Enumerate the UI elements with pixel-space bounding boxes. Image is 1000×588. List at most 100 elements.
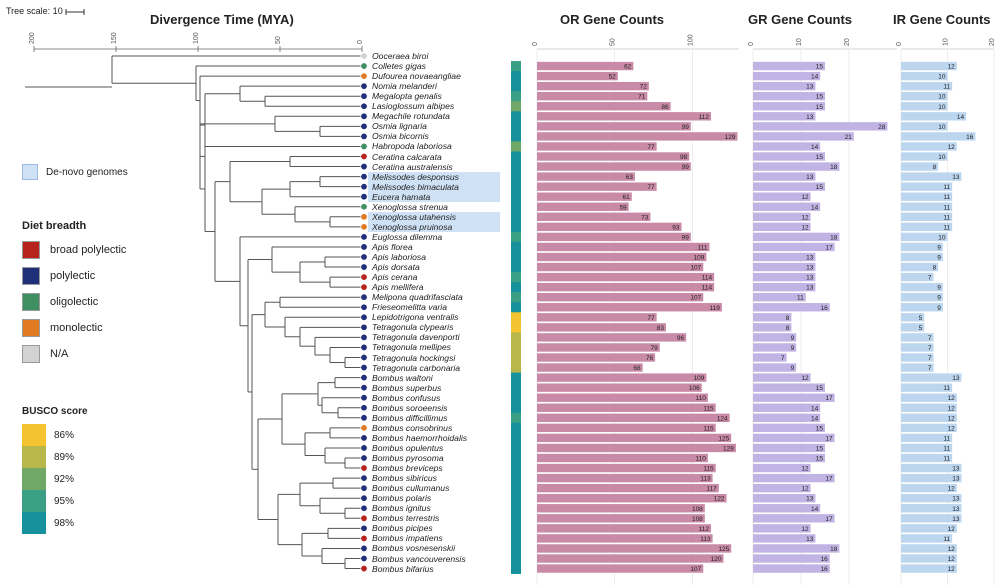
busco-swatch-95 (22, 490, 46, 512)
bar (537, 343, 660, 352)
bar-value-label: 14 (811, 144, 819, 151)
tip-marker (360, 343, 368, 351)
bar (753, 514, 835, 523)
bar-value-label: 12 (801, 224, 809, 231)
busco-cell (511, 473, 521, 484)
bar-value-label: 11 (943, 224, 950, 231)
bar (753, 262, 816, 272)
bar-value-label: 13 (952, 466, 960, 473)
bar-value-label: 13 (806, 536, 814, 543)
tip-marker (360, 524, 368, 532)
busco-cell (511, 493, 521, 504)
bar-value-label: 11 (943, 385, 950, 392)
busco-cell (511, 523, 521, 534)
busco-cell (511, 61, 521, 72)
species-label: Xenoglossa pruinosa (372, 221, 453, 232)
bar-value-label: 13 (952, 516, 960, 523)
bar (537, 544, 732, 553)
busco-swatch-98 (22, 512, 46, 534)
tip-marker (360, 544, 368, 552)
bar-value-label: 77 (647, 184, 655, 191)
bar-value-label: 18 (830, 234, 838, 241)
bar-value-label: 125 (718, 546, 729, 553)
bar (753, 413, 821, 422)
bar (753, 132, 854, 141)
species-label: Bombus bifarius (372, 563, 434, 574)
phylogenetic-tree (25, 55, 362, 570)
bar (537, 313, 657, 322)
bar (901, 81, 953, 91)
bar-value-label: 107 (690, 295, 701, 302)
bar (753, 182, 825, 191)
bar (753, 494, 816, 503)
bar (537, 333, 687, 342)
bar (753, 192, 811, 201)
species-label: Xenoglossa utahensis (372, 211, 457, 222)
species-label: Lasioglossum albipes (372, 101, 455, 112)
diet-swatch-na (22, 345, 40, 363)
tip-marker (360, 474, 368, 482)
bar (537, 61, 634, 71)
bar-value-label: 113 (700, 476, 711, 483)
species-label: Bombus impatiens (372, 533, 443, 544)
species-label: Colletes gigas (372, 61, 426, 72)
bar (901, 303, 943, 312)
bar-value-label: 11 (797, 295, 804, 302)
bar (537, 232, 691, 242)
busco-cell (511, 272, 521, 283)
bar (753, 343, 797, 352)
busco-label-89: 89% (54, 451, 75, 463)
bar-value-label: 12 (948, 405, 956, 412)
bar-value-label: 15 (816, 385, 824, 392)
bar (537, 403, 716, 412)
bar (753, 102, 825, 111)
bar-value-label: 10 (938, 94, 946, 101)
bar-value-label: 13 (952, 496, 960, 503)
bar-value-label: 12 (948, 566, 956, 573)
bar (901, 262, 939, 272)
gr-title: GR Gene Counts (748, 12, 853, 27)
bar-value-label: 11 (943, 204, 950, 211)
busco-cell (511, 332, 521, 343)
species-label: Bombus superbus (372, 382, 442, 393)
busco-cell (511, 101, 521, 112)
time-tick-label: 150 (111, 32, 118, 44)
bar (537, 122, 691, 131)
tip-marker (360, 434, 368, 442)
bar-value-label: 10 (938, 124, 946, 131)
busco-legend-86: 86% (22, 424, 74, 446)
species-label: Bombus haemorrhoidalis (372, 432, 468, 443)
tip-marker (360, 394, 368, 402)
tip-marker (360, 303, 368, 311)
bar (537, 373, 707, 382)
species-label: Bombus picipes (372, 523, 433, 534)
bar (753, 303, 830, 312)
tip-marker (360, 102, 368, 110)
species-label: Bombus vancouverensis (372, 553, 466, 564)
bar (901, 524, 957, 533)
bar-value-label: 8 (933, 265, 937, 272)
bar-value-label: 7 (928, 365, 932, 372)
species-label: Bombus ignitus (372, 503, 431, 514)
species-label: Bombus soroeensis (372, 402, 448, 413)
busco-cell (511, 81, 521, 92)
bar (901, 443, 953, 453)
bar (901, 373, 962, 382)
bar-value-label: 17 (825, 516, 833, 523)
bar (753, 252, 816, 262)
species-label: Bombus opulentus (372, 442, 444, 453)
bar-value-label: 8 (786, 325, 790, 332)
tip-marker (360, 52, 368, 60)
bar (901, 272, 934, 282)
busco-label-92: 92% (54, 473, 75, 485)
bar (901, 232, 948, 242)
busco-cell (511, 422, 521, 434)
species-label: Euglossa dilemma (372, 231, 443, 242)
bar-value-label: 111 (698, 244, 708, 251)
bar-value-label: 77 (647, 315, 655, 322)
bar (901, 333, 934, 342)
bar (537, 494, 727, 503)
busco-cell (511, 262, 521, 273)
tip-marker (360, 233, 368, 241)
species-label: Bombus breviceps (372, 463, 443, 474)
